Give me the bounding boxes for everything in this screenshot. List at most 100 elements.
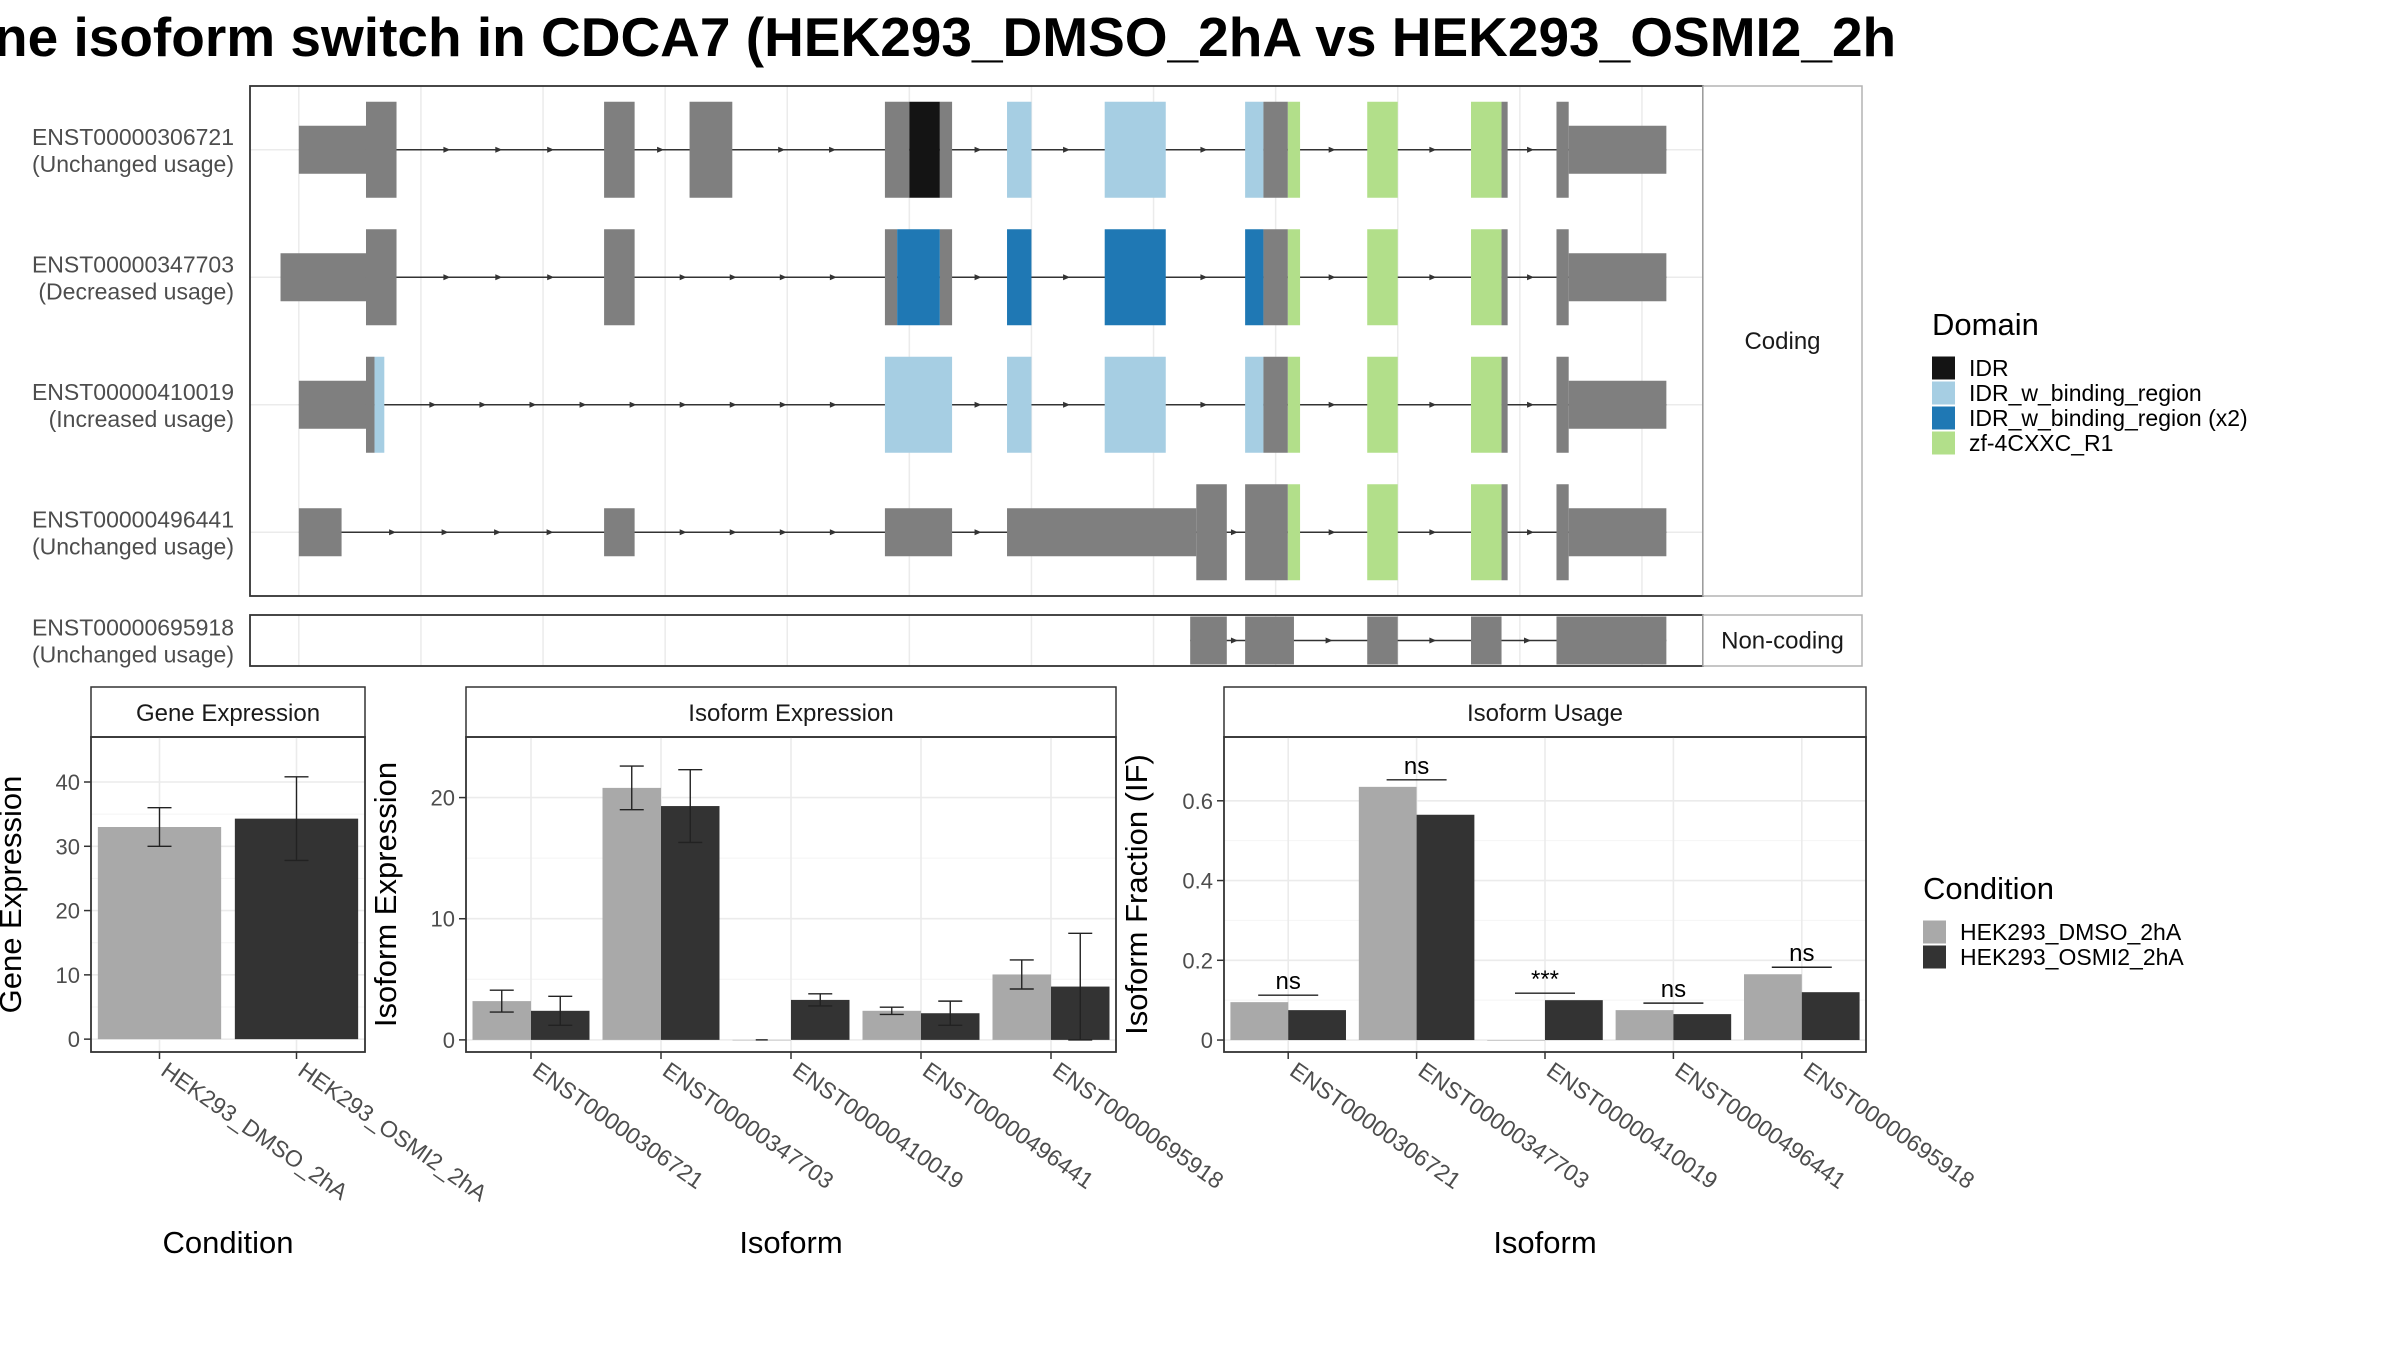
intron-arrow: [829, 146, 837, 153]
bar: [661, 806, 720, 1040]
y-tick-label: 30: [56, 834, 80, 859]
exon-domain-idr-w-binding-region-x2: [1104, 229, 1166, 326]
intron-arrow: [729, 274, 737, 281]
exon-domain-zf-4cxxc-r1: [1471, 101, 1502, 198]
x-axis-label: Condition: [163, 1225, 294, 1260]
exon: [1190, 616, 1227, 665]
transcript-usage-label: (Unchanged usage): [32, 642, 234, 668]
intron-arrow: [679, 529, 687, 536]
significance-label: ns: [1661, 976, 1686, 1003]
bar: [1673, 1014, 1732, 1041]
exon-domain-idr-w-binding-region: [1007, 101, 1032, 198]
intron-arrow: [547, 146, 555, 153]
exon: [1245, 616, 1294, 665]
intron-arrow: [1527, 146, 1535, 153]
transcript-usage-label: (Unchanged usage): [32, 151, 234, 177]
intron-arrow: [389, 529, 397, 536]
intron-arrow: [829, 401, 837, 408]
exon-domain-zf-4cxxc-r1: [1471, 484, 1502, 581]
domain-legend-item-label: IDR: [1969, 355, 2009, 381]
intron-arrow: [1429, 401, 1437, 408]
exon-domain-idr-w-binding-region-x2: [1245, 229, 1264, 326]
intron-arrow: [1325, 637, 1333, 644]
exon: [365, 229, 397, 326]
exon-domain-idr-w-binding-region-x2: [1007, 229, 1032, 326]
exon: [1568, 508, 1667, 557]
chart-title: Isoform Expression: [688, 700, 893, 727]
transcript-id-label: ENST00000306721: [32, 124, 234, 150]
intron-arrow: [778, 146, 786, 153]
exon: [884, 101, 910, 198]
exon: [604, 508, 635, 557]
exon: [1501, 356, 1508, 453]
exon: [604, 101, 635, 198]
exon: [1501, 101, 1508, 198]
significance-label: ns: [1276, 968, 1301, 995]
exon: [298, 380, 366, 429]
intron-arrow: [1063, 146, 1071, 153]
intron-arrow: [443, 146, 451, 153]
y-tick-label: 0.6: [1182, 789, 1213, 814]
intron-arrow: [974, 146, 982, 153]
exon: [1263, 101, 1288, 198]
bar: [1358, 786, 1417, 1041]
intron-arrow: [729, 401, 737, 408]
exon: [1556, 484, 1569, 581]
significance-label: ns: [1789, 940, 1814, 967]
intron-arrow: [629, 401, 637, 408]
bar: [602, 787, 661, 1040]
intron-arrow: [479, 401, 487, 408]
intron-arrow: [1527, 401, 1535, 408]
exon-domain-idr-w-binding-region: [374, 356, 385, 453]
y-tick-label: 0.4: [1182, 869, 1213, 894]
y-tick-label: 0: [68, 1027, 80, 1052]
figure-title: ne isoform switch in CDCA7 (HEK293_DMSO_…: [0, 6, 1896, 68]
intron-arrow: [1328, 274, 1336, 281]
intron-arrow: [1063, 401, 1071, 408]
exon: [298, 125, 366, 174]
exon: [365, 101, 397, 198]
intron-arrow: [1429, 529, 1437, 536]
bar: [1615, 1010, 1674, 1041]
intron-arrow: [529, 401, 537, 408]
expression-charts: Gene Expression010203040HEK293_DMSO_2hAH…: [0, 686, 1979, 1260]
condition-legend-swatch: [1923, 920, 1946, 944]
exon-domain-idr-w-binding-region: [1007, 356, 1032, 453]
domain-legend-item-label: IDR_w_binding_region (x2): [1969, 405, 2248, 431]
intron-arrow: [729, 529, 737, 536]
exon-domain-zf-4cxxc-r1: [1367, 356, 1398, 453]
transcript-id-label: ENST00000410019: [32, 379, 234, 405]
exon: [1007, 508, 1197, 557]
exon: [689, 101, 733, 198]
condition-legend-item-label: HEK293_DMSO_2hA: [1960, 919, 2182, 945]
exon-domain-zf-4cxxc-r1: [1287, 484, 1301, 581]
intron-arrow: [1429, 637, 1437, 644]
exon: [280, 253, 366, 302]
intron-arrow: [429, 401, 437, 408]
intron-arrow: [974, 274, 982, 281]
transcript-usage-label: (Increased usage): [49, 406, 234, 432]
intron-arrow: [443, 274, 451, 281]
exon-domain-idr-w-binding-region-x2: [897, 229, 940, 326]
intron-arrow: [679, 274, 687, 281]
exon-domain-idr-w-binding-region: [884, 356, 953, 453]
bar: [1288, 1010, 1346, 1041]
significance-label: ns: [1404, 753, 1429, 780]
facet-strip: [1702, 614, 1863, 667]
exon: [1568, 253, 1667, 302]
y-tick-label: 0: [443, 1028, 455, 1053]
bar: [1545, 1000, 1603, 1041]
intron-arrow: [1328, 146, 1336, 153]
domain-legend: Domain IDRIDR_w_binding_regionIDR_w_bindi…: [1932, 307, 2248, 456]
exon-domain-zf-4cxxc-r1: [1287, 356, 1301, 453]
intron-arrow: [657, 146, 665, 153]
domain-legend-item-label: IDR_w_binding_region: [1969, 380, 2202, 406]
intron-arrow: [679, 401, 687, 408]
y-axis-label: Gene Expression: [0, 776, 28, 1014]
exon-domain-zf-4cxxc-r1: [1367, 229, 1398, 326]
y-tick-label: 40: [56, 770, 80, 795]
intron-arrow: [1527, 274, 1535, 281]
intron-arrow: [974, 401, 982, 408]
bar: [1744, 974, 1802, 1041]
